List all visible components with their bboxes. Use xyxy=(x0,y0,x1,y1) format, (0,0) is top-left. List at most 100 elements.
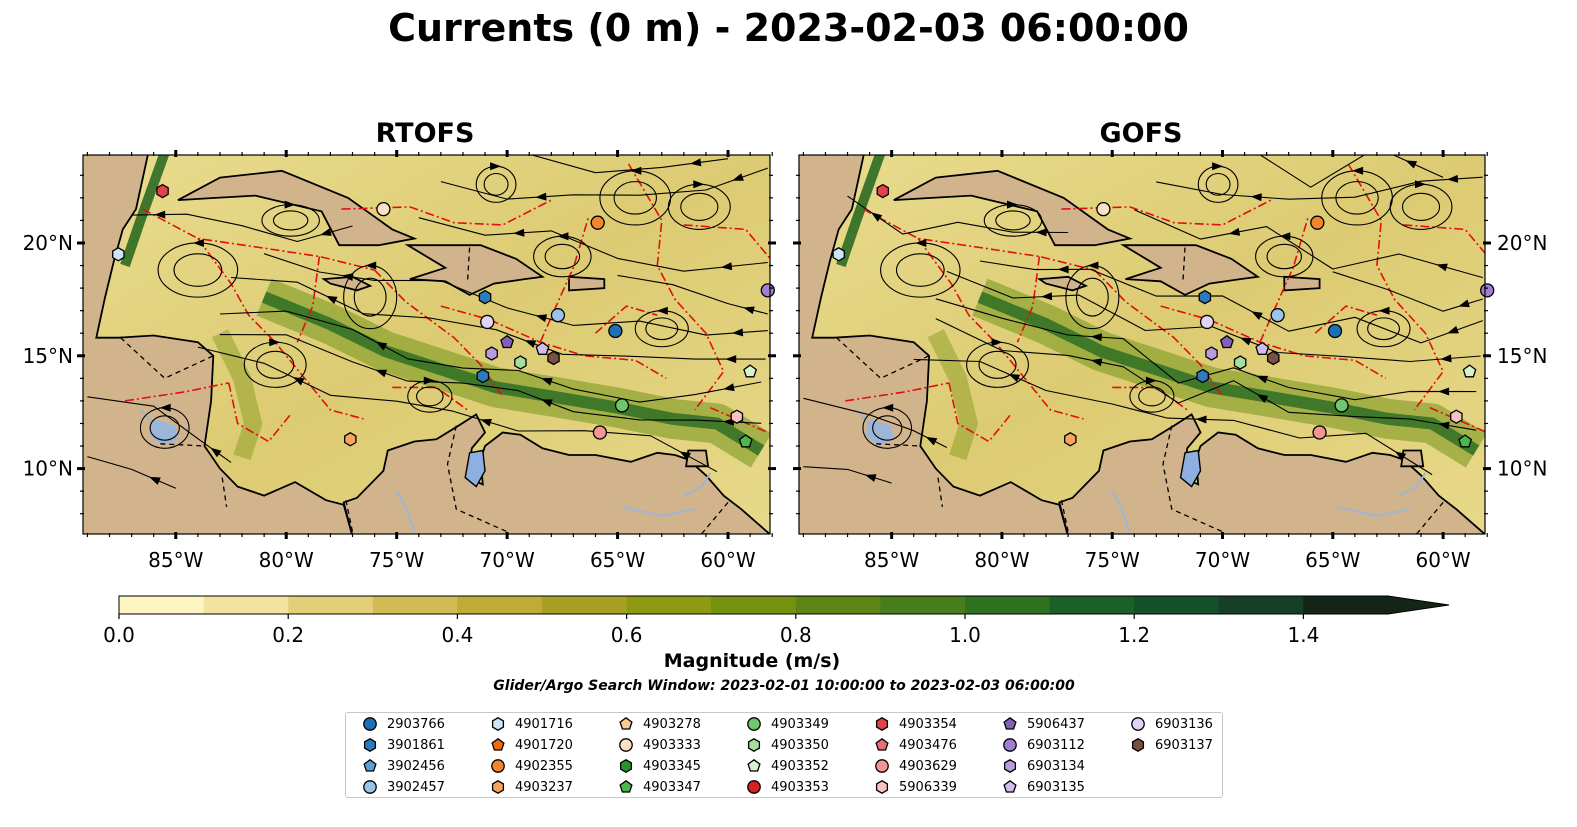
colorbar-segment xyxy=(288,596,374,614)
legend-marker xyxy=(619,716,633,730)
float-marker-6903135 xyxy=(535,341,550,355)
legend-marker xyxy=(619,779,633,793)
lon-tick-label: 60°W xyxy=(1415,548,1470,572)
legend-item: 4903278 xyxy=(617,714,701,734)
float-marker-5906339 xyxy=(730,409,744,424)
flow-arrow xyxy=(1256,375,1269,384)
legend-item: 6903136 xyxy=(1129,714,1213,734)
flow-arrow xyxy=(870,212,883,222)
legend-label: 4901716 xyxy=(515,716,573,732)
legend-label: 5906339 xyxy=(899,779,957,795)
map-gofs[interactable] xyxy=(792,145,1495,536)
eez-boundary xyxy=(1314,305,1378,334)
lon-tick-label: 65°W xyxy=(1305,548,1360,572)
legend-marker xyxy=(875,737,889,751)
legend-item: 4903352 xyxy=(745,756,829,776)
legend-item: 5906437 xyxy=(1001,714,1085,734)
eez-boundary xyxy=(1403,224,1485,255)
legend-label: 4903350 xyxy=(771,737,829,753)
legend-label: 3902457 xyxy=(387,779,445,795)
float-marker-4903349 xyxy=(614,398,630,413)
colorbar-segment xyxy=(1218,596,1304,614)
float-marker-4901716 xyxy=(832,247,845,262)
lon-tick-label: 70°W xyxy=(1195,548,1250,572)
country-border xyxy=(1162,425,1223,533)
legend-item: 4903476 xyxy=(873,735,957,755)
flow-arrow xyxy=(1438,421,1450,430)
streamline xyxy=(979,260,1483,344)
flow-arrow xyxy=(1250,193,1262,202)
flow-arrow xyxy=(630,166,642,175)
eez-boundary xyxy=(845,382,950,402)
legend-item: 4901720 xyxy=(489,735,573,755)
flow-arrow xyxy=(1212,162,1224,171)
flow-arrow xyxy=(535,314,548,323)
legend-label: 5906437 xyxy=(1027,716,1085,732)
map-frame xyxy=(798,154,1486,535)
yucatan-jet xyxy=(836,155,886,268)
country-border xyxy=(120,337,214,380)
float-marker-6903112 xyxy=(760,283,775,298)
map-rtofs[interactable] xyxy=(76,148,775,536)
land-cuba xyxy=(177,169,418,247)
float-marker-4903629 xyxy=(592,425,608,440)
country-border xyxy=(221,477,228,507)
legend-marker xyxy=(747,738,761,752)
float-marker-4903629 xyxy=(1312,425,1327,440)
country-border xyxy=(1416,501,1444,534)
flow-arrow xyxy=(1007,200,1018,209)
eddy-streamline xyxy=(1367,317,1400,341)
eddy-streamline xyxy=(1075,277,1109,317)
flow-arrow xyxy=(1228,227,1241,236)
colorbar-tick-label: 0.4 xyxy=(441,623,473,647)
country-border xyxy=(701,501,729,534)
flow-arrow xyxy=(541,377,553,386)
colorbar-segment xyxy=(542,596,628,614)
river xyxy=(683,472,712,497)
float-marker-6903136 xyxy=(480,314,495,330)
flow-arrow xyxy=(535,192,547,201)
float-marker-3902457 xyxy=(1270,308,1285,323)
lat-tick-label: 20°N xyxy=(1497,231,1547,255)
legend-marker-icon xyxy=(363,758,377,772)
legend-item: 3902457 xyxy=(361,777,445,797)
colorbar-tick-label: 1.4 xyxy=(1287,623,1319,647)
float-marker-4903350 xyxy=(1233,355,1247,370)
legend-marker xyxy=(1003,738,1017,752)
eez-boundary xyxy=(1061,199,1272,226)
legend-marker xyxy=(491,759,505,773)
legend-label: 4903347 xyxy=(643,779,701,795)
float-marker-4903347 xyxy=(1458,434,1473,448)
float-marker-6903134 xyxy=(1205,346,1218,361)
lon-tick-label: 70°W xyxy=(480,548,535,572)
legend-label: 4901720 xyxy=(515,737,573,753)
legend-marker xyxy=(875,717,889,731)
eez-boundary xyxy=(917,238,1084,420)
flow-arrow xyxy=(1352,166,1364,175)
colorbar-segment xyxy=(1134,596,1220,614)
legend-item: 4903354 xyxy=(873,714,957,734)
legend-marker-icon xyxy=(1003,759,1017,773)
flow-arrow xyxy=(925,436,938,446)
legend-marker xyxy=(1131,738,1145,752)
country-border xyxy=(446,425,508,533)
legend-item: 5906339 xyxy=(873,777,957,797)
flow-arrow xyxy=(541,399,553,407)
map-frame xyxy=(82,154,771,535)
colorbar-tick-label: 0.0 xyxy=(103,623,135,647)
flow-arrow xyxy=(1458,299,1470,308)
land-cuba xyxy=(893,169,1134,247)
eddy-streamline xyxy=(483,172,509,196)
lake-maracaibo xyxy=(1179,449,1202,488)
eez-boundary xyxy=(683,224,770,260)
legend-marker xyxy=(1003,716,1017,730)
float-marker-3901861 xyxy=(1196,368,1209,384)
legend-marker xyxy=(747,758,761,772)
river xyxy=(621,505,696,518)
legend-label: 6903135 xyxy=(1027,779,1085,795)
colorbar-segment xyxy=(965,596,1051,614)
legend-marker-icon xyxy=(747,717,761,731)
flow-arrow xyxy=(320,228,332,236)
legend-marker-icon xyxy=(619,779,633,793)
legend-label: 4902355 xyxy=(515,758,573,774)
